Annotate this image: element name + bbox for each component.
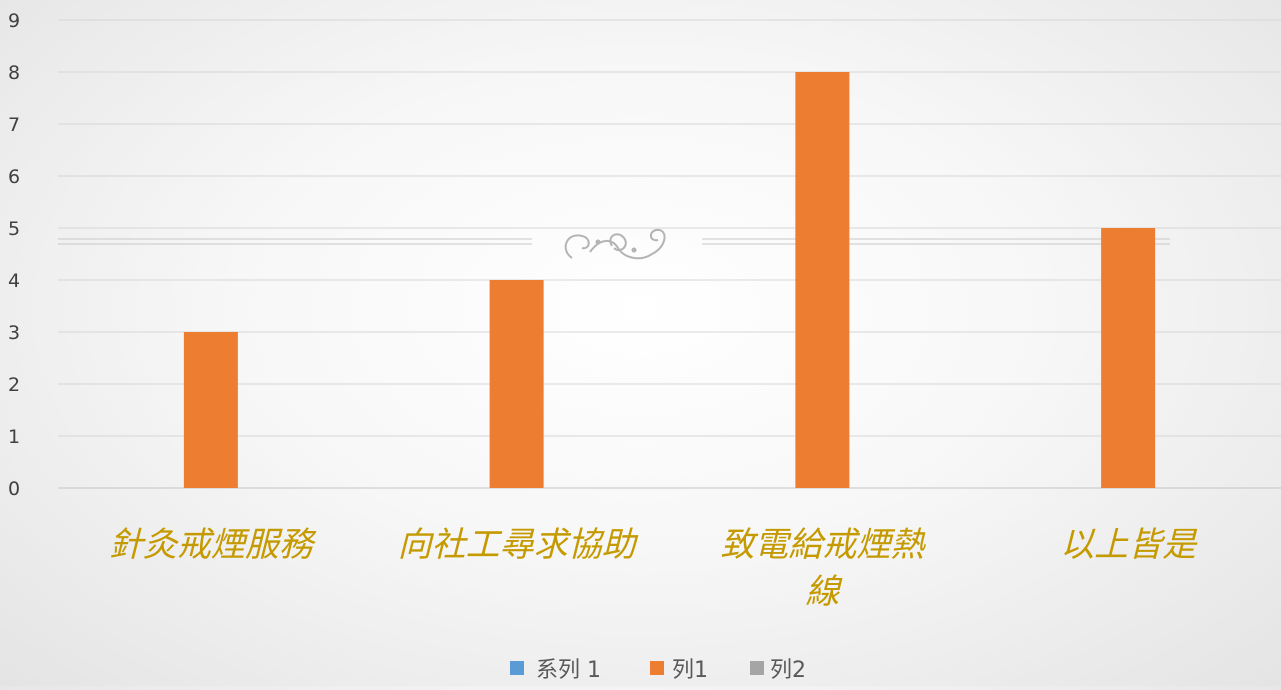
- y-tick-label: 7: [8, 114, 20, 136]
- y-axis-ticks: 0 1 2 3 4 5 6 7 8 9: [8, 10, 20, 500]
- flourish-divider-icon: [58, 228, 1170, 260]
- y-tick-label: 9: [8, 10, 20, 32]
- bar: [489, 280, 544, 488]
- x-tick-label: 致電給戒煙熱線: [720, 525, 926, 612]
- x-tick-label: 向社工尋求協助: [398, 525, 639, 565]
- y-tick-label: 2: [8, 374, 20, 396]
- legend-swatch: [510, 661, 524, 675]
- y-tick-label: 4: [8, 270, 20, 292]
- bar: [795, 72, 850, 488]
- legend-label: 列1: [672, 658, 708, 683]
- y-tick-label: 1: [8, 426, 20, 448]
- x-tick-label: 針灸戒煙服務: [109, 525, 317, 565]
- legend-swatch: [750, 661, 764, 675]
- bar: [1101, 228, 1156, 488]
- x-axis-labels: 針灸戒煙服務 向社工尋求協助 致電給戒煙熱線 以上皆是: [109, 525, 1198, 612]
- x-tick-label: 以上皆是: [1060, 525, 1198, 565]
- bars: [183, 72, 1156, 488]
- y-tick-label: 5: [8, 218, 20, 240]
- legend-label: 系列 1: [536, 658, 601, 683]
- legend-label: 列2: [770, 658, 806, 683]
- y-tick-label: 8: [8, 62, 20, 84]
- legend-swatch: [650, 661, 664, 675]
- y-tick-label: 6: [8, 166, 20, 188]
- bar: [183, 332, 238, 488]
- y-tick-label: 0: [8, 478, 20, 500]
- gridlines: [58, 19, 1281, 489]
- legend: 系列 1 列1 列2: [510, 658, 806, 683]
- y-tick-label: 3: [8, 322, 20, 344]
